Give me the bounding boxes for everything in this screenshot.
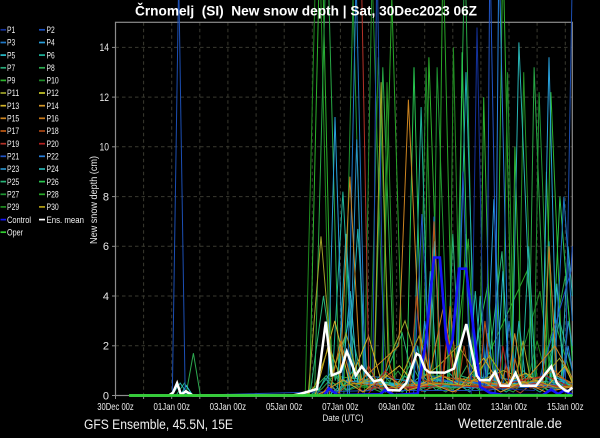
svg-text:P8: P8 xyxy=(47,63,55,73)
svg-text:P13: P13 xyxy=(7,101,19,111)
svg-text:GFS Ensemble, 45.5N, 15E: GFS Ensemble, 45.5N, 15E xyxy=(84,417,233,432)
svg-text:P24: P24 xyxy=(47,164,59,174)
svg-text:13Jan 00z: 13Jan 00z xyxy=(491,401,528,413)
svg-text:P14: P14 xyxy=(47,101,59,111)
svg-text:P5: P5 xyxy=(7,50,15,60)
svg-text:30Dec 00z: 30Dec 00z xyxy=(97,401,134,413)
svg-text:P12: P12 xyxy=(47,88,59,98)
svg-text:Date (UTC): Date (UTC) xyxy=(323,413,364,423)
svg-text:P26: P26 xyxy=(47,177,59,187)
svg-text:09Jan 00z: 09Jan 00z xyxy=(378,401,415,413)
svg-text:12: 12 xyxy=(100,92,110,104)
svg-text:P23: P23 xyxy=(7,164,19,174)
svg-text:P25: P25 xyxy=(7,177,19,187)
svg-text:New snow depth (cm): New snow depth (cm) xyxy=(88,156,100,244)
svg-text:8: 8 xyxy=(103,191,109,203)
svg-text:P28: P28 xyxy=(47,190,59,200)
svg-text:Control: Control xyxy=(7,215,31,225)
svg-text:05Jan 00z: 05Jan 00z xyxy=(266,401,303,413)
svg-text:10: 10 xyxy=(100,142,110,154)
svg-text:P17: P17 xyxy=(7,126,19,136)
svg-text:P10: P10 xyxy=(47,76,59,86)
svg-text:P3: P3 xyxy=(7,38,15,48)
svg-text:Črnomelj (SI) New snow depth: Črnomelj (SI) New snow depth | Sat, 30De… xyxy=(135,2,478,19)
svg-text:P19: P19 xyxy=(7,139,19,149)
svg-text:P21: P21 xyxy=(7,152,19,162)
svg-text:P29: P29 xyxy=(7,202,19,212)
svg-text:Wetterzentrale.de: Wetterzentrale.de xyxy=(458,416,562,431)
svg-text:4: 4 xyxy=(103,291,109,303)
svg-text:P16: P16 xyxy=(47,114,59,124)
svg-text:07Jan 00z: 07Jan 00z xyxy=(322,401,359,413)
svg-text:P18: P18 xyxy=(47,126,59,136)
svg-text:P2: P2 xyxy=(47,25,55,35)
svg-text:15Jan 00z: 15Jan 00z xyxy=(547,401,584,413)
svg-text:P1: P1 xyxy=(7,25,15,35)
svg-text:2: 2 xyxy=(103,341,109,353)
svg-text:P9: P9 xyxy=(7,76,15,86)
svg-text:P6: P6 xyxy=(47,50,55,60)
svg-text:P11: P11 xyxy=(7,88,19,98)
svg-text:01Jan 00z: 01Jan 00z xyxy=(153,401,190,413)
svg-text:6: 6 xyxy=(103,241,109,253)
svg-text:P20: P20 xyxy=(47,139,59,149)
svg-text:P30: P30 xyxy=(47,202,59,212)
svg-text:Ens. mean: Ens. mean xyxy=(47,215,85,225)
svg-text:P4: P4 xyxy=(47,38,55,48)
svg-text:P22: P22 xyxy=(47,152,59,162)
svg-text:14: 14 xyxy=(100,42,110,54)
svg-text:11Jan 00z: 11Jan 00z xyxy=(435,401,472,413)
svg-text:0: 0 xyxy=(103,390,109,402)
svg-text:Oper: Oper xyxy=(7,227,23,237)
svg-text:P7: P7 xyxy=(7,63,15,73)
svg-text:03Jan 00z: 03Jan 00z xyxy=(210,401,247,413)
svg-text:P15: P15 xyxy=(7,114,19,124)
svg-text:P27: P27 xyxy=(7,190,19,200)
